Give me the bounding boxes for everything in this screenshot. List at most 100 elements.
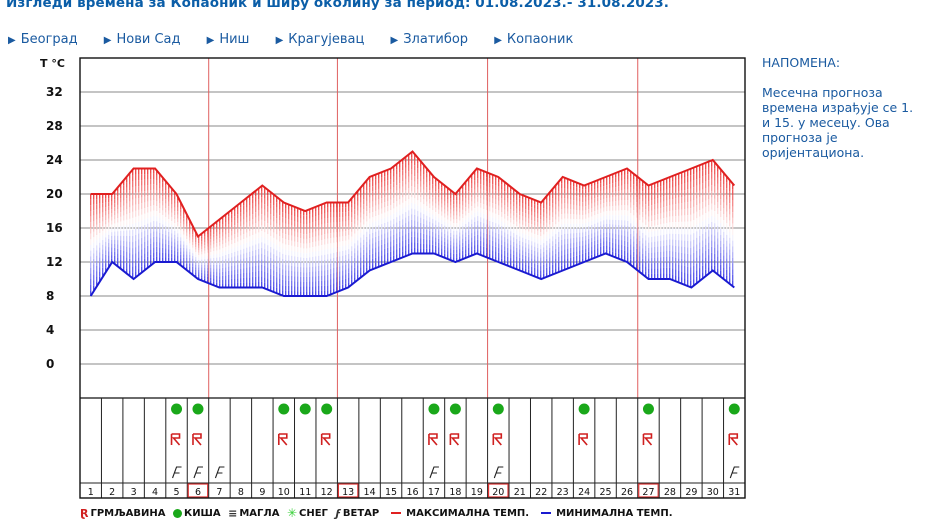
legend-rain: КИША xyxy=(173,508,221,519)
city-nav: ▶ Београд ▶ Нови Сад ▶ Ниш ▶ Крагујевац ▶ Зла… xyxy=(8,32,595,47)
rain-icon xyxy=(728,403,740,415)
arrow-right-icon: ▶ xyxy=(275,35,284,46)
x-tick-label: 13 xyxy=(342,487,354,498)
x-tick-label: 14 xyxy=(364,487,376,498)
legend: Ɽ ГРМЉАВИНА КИША ≡ МАГЛА ✳ СНЕГ ϝ ВЕТАР МАКС… xyxy=(80,506,677,520)
nav-link-kopaonik[interactable]: ▶ Копаоник xyxy=(494,32,574,47)
x-tick-label: 7 xyxy=(216,487,222,498)
nav-link-kragujevac[interactable]: ▶ Крагујевац xyxy=(275,32,365,47)
nav-link-beograd[interactable]: ▶ Београд xyxy=(8,32,78,47)
x-tick-label: 5 xyxy=(174,487,180,498)
day-highlight xyxy=(337,483,359,498)
thunderstorm-icon xyxy=(642,433,653,446)
x-tick-label: 24 xyxy=(578,487,590,498)
wind-icon xyxy=(493,466,504,479)
x-tick-label: 2 xyxy=(109,487,115,498)
thunderstorm-icon xyxy=(192,433,202,446)
thunderstorm-icon xyxy=(728,433,739,446)
x-tick-label: 29 xyxy=(685,487,697,498)
x-tick-label: 8 xyxy=(238,487,244,498)
y-tick-label: 28 xyxy=(46,119,63,133)
note-text: Месечна прогноза времена израђује се 1. … xyxy=(762,85,914,160)
nav-link-nis[interactable]: ▶ Ниш xyxy=(206,32,250,47)
legend-wind: ϝ ВЕТАР xyxy=(335,506,380,520)
x-tick-label: 16 xyxy=(406,487,418,498)
rain-icon xyxy=(321,403,333,415)
x-tick-label: 27 xyxy=(642,487,654,498)
page-title: Изгледи времена за Копаоник и ширу околи… xyxy=(6,0,670,11)
thunderstorm-icon: Ɽ xyxy=(80,506,89,520)
legend-min: МИНИМАЛНА ТЕМП. xyxy=(537,508,673,519)
x-tick-label: 31 xyxy=(728,487,740,498)
rain-icon xyxy=(492,403,504,415)
arrow-right-icon: ▶ xyxy=(390,35,399,46)
fog-icon: ≡ xyxy=(228,506,238,520)
thunderstorm-icon xyxy=(578,433,588,446)
x-tick-label: 18 xyxy=(449,487,461,498)
legend-max: МАКСИМАЛНА ТЕМП. xyxy=(387,508,529,519)
wind-icon xyxy=(193,466,203,479)
min-line-icon xyxy=(540,512,551,514)
rain-icon xyxy=(299,403,311,415)
rain-icon xyxy=(449,403,461,415)
rain-icon xyxy=(428,403,440,415)
arrow-right-icon: ▶ xyxy=(103,35,112,46)
thunderstorm-icon xyxy=(492,433,503,446)
wind-icon xyxy=(214,466,225,479)
temperature-band xyxy=(90,152,734,296)
note-title: НАПОМЕНА: xyxy=(762,55,841,70)
x-tick-label: 10 xyxy=(278,487,290,498)
y-tick-label: 4 xyxy=(46,323,54,337)
x-tick-label: 23 xyxy=(557,487,569,498)
x-tick-label: 25 xyxy=(600,487,612,498)
wind-icon: ϝ xyxy=(335,506,341,520)
legend-snow: ✳ СНЕГ xyxy=(286,506,328,520)
x-tick-label: 11 xyxy=(299,487,311,498)
day-highlight xyxy=(487,483,509,498)
y-axis-title: T °C xyxy=(40,57,65,70)
y-tick-label: 16 xyxy=(46,221,63,235)
x-tick-label: 3 xyxy=(131,487,137,498)
thunderstorm-icon xyxy=(320,433,331,446)
rain-icon xyxy=(578,403,590,415)
plot-background xyxy=(80,58,745,498)
arrow-right-icon: ▶ xyxy=(494,35,502,46)
note-panel: НАПОМЕНА: Месечна прогноза времена израђ… xyxy=(762,55,922,160)
rain-icon xyxy=(278,403,290,415)
x-tick-label: 1 xyxy=(88,487,94,498)
x-tick-label: 19 xyxy=(471,487,483,498)
y-tick-label: 20 xyxy=(46,187,63,201)
x-tick-label: 28 xyxy=(664,487,676,498)
x-tick-label: 6 xyxy=(195,487,201,498)
y-tick-label: 32 xyxy=(46,85,63,99)
y-tick-label: 12 xyxy=(46,255,63,269)
plot-frame xyxy=(79,57,746,499)
rain-icon xyxy=(171,403,183,415)
nav-link-novi-sad[interactable]: ▶ Нови Сад xyxy=(103,32,181,47)
rain-icon xyxy=(642,403,654,415)
thunderstorm-icon xyxy=(170,433,181,446)
day-highlight xyxy=(638,483,659,498)
max-line-icon xyxy=(390,512,401,514)
x-tick-label: 4 xyxy=(152,487,158,498)
legend-storm: Ɽ ГРМЉАВИНА xyxy=(80,506,166,520)
x-tick-label: 30 xyxy=(707,487,719,498)
y-tick-label: 8 xyxy=(46,289,54,303)
nav-link-zlatibor[interactable]: ▶ Златибор xyxy=(390,32,469,47)
x-tick-label: 20 xyxy=(492,487,504,498)
day-highlight xyxy=(187,483,209,498)
rain-icon xyxy=(192,403,204,415)
arrow-right-icon: ▶ xyxy=(8,35,16,46)
thunderstorm-icon xyxy=(428,433,438,446)
y-tick-label: 0 xyxy=(46,357,54,371)
x-tick-label: 12 xyxy=(321,487,333,498)
y-tick-label: 24 xyxy=(46,153,63,167)
wind-icon xyxy=(172,466,182,479)
x-tick-label: 15 xyxy=(385,487,397,498)
x-tick-label: 26 xyxy=(621,487,633,498)
arrow-right-icon: ▶ xyxy=(206,35,215,46)
snow-icon: ✳ xyxy=(286,506,298,520)
x-tick-label: 9 xyxy=(259,487,265,498)
rain-icon xyxy=(173,508,183,518)
